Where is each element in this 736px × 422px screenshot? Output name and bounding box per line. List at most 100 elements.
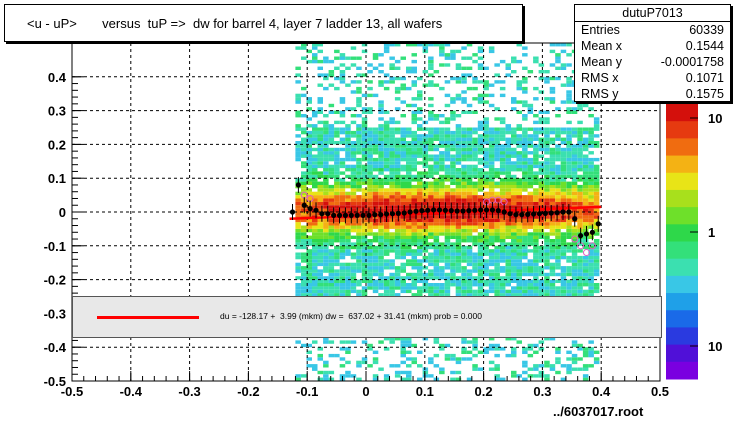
heat-cell [417,184,423,189]
heat-cell [372,151,379,155]
heat-cell [566,161,572,165]
heat-cell [394,249,401,253]
heat-cell [516,195,522,199]
heat-cell [593,208,600,212]
heat-cell [411,103,417,108]
heat-cell [538,205,545,209]
heat-cell [494,232,500,236]
stats-row-rms-x: RMS x 0.1071 [581,70,724,86]
heat-cell [422,283,429,287]
heat-cell [549,239,556,243]
heat-cell [483,228,489,233]
heat-cell [522,269,528,273]
heat-cell [488,228,495,233]
heat-cell [317,279,323,283]
heat-cell [516,188,522,192]
heat-cell [466,73,473,77]
heat-cell [350,283,357,287]
heat-cell [488,93,495,98]
heat-cell [439,249,445,253]
heat-cell [466,86,473,91]
heat-cell [466,191,473,196]
heat-cell [295,154,301,158]
heat-cell [466,195,473,199]
heat-cell [317,269,323,273]
x-tick-label: -0.5 [61,384,83,399]
heat-cell [295,377,301,381]
heat-cell [483,195,489,199]
heat-cell [372,249,379,253]
heat-cell [461,212,467,216]
heat-cell [522,100,528,104]
heat-cell [306,147,312,152]
heat-cell [301,141,307,145]
heat-cell [505,232,511,236]
heat-cell [317,83,323,87]
heat-cell [511,154,517,158]
heat-cell [372,184,379,189]
heat-cell [511,59,517,64]
heat-cell [372,93,379,98]
heat-cell [372,239,379,243]
profile-point [483,207,490,213]
heat-cell [361,188,368,192]
heat-cell [450,232,456,236]
heat-cell [411,157,417,162]
heat-cell [361,134,368,138]
heat-cell [394,127,401,131]
heat-cell [389,157,395,162]
heat-cell [317,66,323,70]
heat-cell [538,283,545,287]
heat-cell [323,124,329,128]
heat-cell [306,97,312,101]
heat-cell [400,377,406,381]
heat-cell [301,154,307,158]
heat-cell [477,239,484,243]
heat-cell [417,191,423,196]
heat-cell [317,272,323,277]
colorbar-band [666,327,698,346]
heat-cell [466,276,473,280]
heat-cell [450,228,456,233]
heat-cell [533,178,539,182]
heat-cell [560,195,567,199]
heat-cell [450,161,456,165]
y-tick-label: -0.3 [44,306,66,321]
heat-cell [361,195,368,199]
heat-cell [450,174,456,179]
heat-cell [345,347,351,351]
heat-cell [422,154,429,158]
heat-cell [494,367,500,371]
heat-cell [428,117,434,121]
heat-cell [383,242,390,246]
heat-cell [505,184,511,189]
heat-cell [505,171,511,175]
heat-cell [455,124,462,128]
heat-cell [483,218,489,223]
heat-cell [400,218,406,223]
heat-cell [372,53,379,57]
heat-cell [511,134,517,138]
heat-cell [549,228,556,233]
heat-cell [466,178,473,182]
heat-cell [361,124,368,128]
heat-cell [455,181,462,185]
heat-cell [533,262,539,267]
heat-cell [378,259,384,263]
heat-cell [505,174,511,179]
heat-cell [323,171,329,175]
heat-cell [483,350,489,354]
heat-cell [417,249,423,253]
heat-cell [301,293,307,297]
heat-cell [522,184,528,189]
heat-cell [533,252,539,256]
heat-cell [295,205,301,209]
heat-cell [411,83,417,87]
heat-cell [522,222,528,226]
heat-cell [334,86,340,91]
heat-cell [477,80,484,84]
heat-cell [428,137,434,141]
heat-cell [295,73,301,77]
heat-cell [488,164,495,169]
heat-cell [549,191,556,196]
